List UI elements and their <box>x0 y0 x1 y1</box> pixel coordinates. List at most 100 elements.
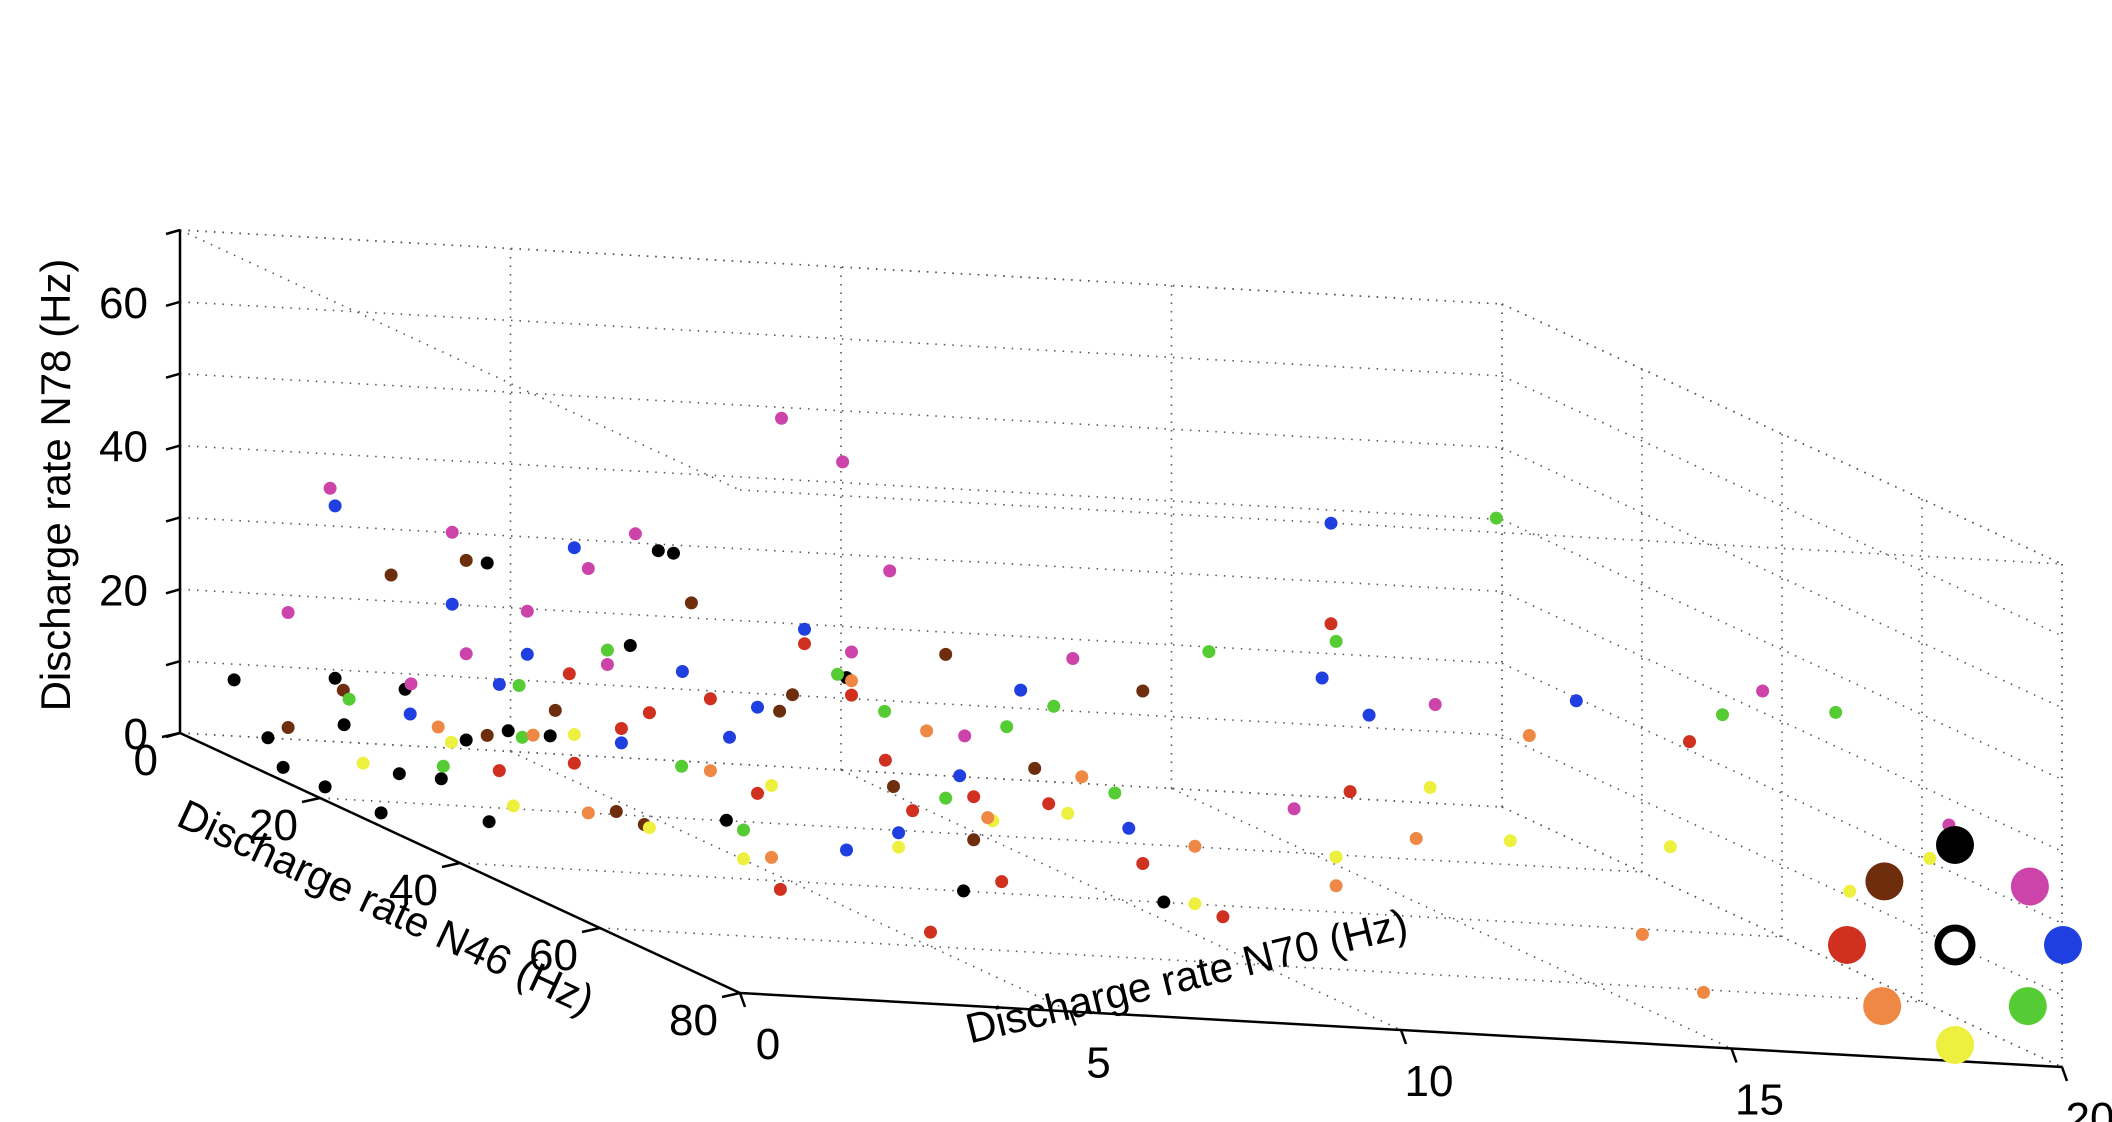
data-point <box>765 850 778 864</box>
data-point <box>995 875 1009 889</box>
data-point <box>374 806 388 820</box>
z-tick <box>165 588 181 595</box>
data-point <box>482 815 496 829</box>
data-point <box>492 677 506 691</box>
y-tick <box>1730 1048 1738 1063</box>
data-point <box>773 704 787 718</box>
x-tick <box>581 926 601 934</box>
data-point <box>459 733 473 747</box>
data-point <box>883 564 897 578</box>
data-point <box>281 721 295 734</box>
data-point <box>1042 797 1056 811</box>
data-point <box>703 692 717 706</box>
data-point <box>878 704 892 718</box>
data-point <box>1136 684 1150 698</box>
data-point <box>1188 897 1202 911</box>
legend-swatch-black <box>1936 826 1974 864</box>
data-point <box>600 658 614 671</box>
data-point <box>1047 699 1061 713</box>
data-point <box>567 541 581 555</box>
data-point <box>1075 770 1089 784</box>
data-point <box>1136 857 1150 870</box>
data-point <box>1329 634 1343 648</box>
data-point <box>906 804 920 818</box>
data-point <box>939 647 953 661</box>
x-tick <box>161 731 181 739</box>
data-point <box>356 756 370 770</box>
data-point <box>751 700 764 714</box>
data-point <box>1423 781 1437 794</box>
y-tick <box>2060 1066 2069 1082</box>
data-point <box>392 767 406 781</box>
z-tick-label: 40 <box>99 423 148 472</box>
data-point <box>1923 851 1937 865</box>
grid-line <box>179 588 1503 665</box>
data-point <box>1066 652 1080 665</box>
data-point <box>1663 840 1677 854</box>
data-point <box>480 556 494 570</box>
data-point <box>623 639 637 652</box>
data-point <box>1329 850 1343 864</box>
data-point <box>981 811 995 825</box>
data-point <box>924 925 937 939</box>
data-point <box>1122 821 1136 835</box>
data-point <box>1716 708 1729 722</box>
data-point <box>445 525 459 539</box>
data-point <box>1061 806 1075 820</box>
data-point <box>1428 698 1442 711</box>
data-point <box>786 688 799 702</box>
data-point <box>765 779 778 792</box>
data-point <box>434 772 448 786</box>
data-point <box>737 823 750 837</box>
data-point <box>1216 910 1230 924</box>
grid-line <box>1501 590 2063 853</box>
x-tick-label: 20 <box>249 801 298 850</box>
x-tick-label: 60 <box>529 931 578 980</box>
data-points <box>227 411 1956 999</box>
z-tick <box>165 444 181 451</box>
data-point <box>328 671 342 685</box>
legend-swatch-magenta <box>2010 867 2049 906</box>
data-point <box>1756 684 1770 698</box>
data-point <box>939 791 953 805</box>
data-point <box>614 722 628 735</box>
z-tick-label: 60 <box>99 279 148 328</box>
data-point <box>436 759 450 773</box>
data-point <box>459 553 473 567</box>
y-tick <box>1399 1029 1408 1045</box>
data-point <box>543 729 557 743</box>
grid-line <box>1501 446 2063 709</box>
z-tick-label: 20 <box>99 566 148 615</box>
data-point <box>1362 708 1376 722</box>
data-point <box>567 728 581 741</box>
z-axis-label: Discharge rate N78 (Hz) <box>32 259 79 712</box>
data-point <box>651 544 665 558</box>
data-point <box>445 597 459 611</box>
data-point <box>1324 516 1338 530</box>
data-point <box>404 677 418 691</box>
data-point <box>581 806 595 820</box>
data-point <box>675 759 689 773</box>
x-tick <box>721 991 741 999</box>
z-tick <box>165 659 181 667</box>
data-point <box>1315 671 1329 685</box>
data-point <box>1522 729 1536 742</box>
z-tick-label: 0 <box>124 710 148 759</box>
data-point <box>1014 683 1028 697</box>
data-point <box>1829 705 1843 719</box>
data-point <box>1000 720 1014 734</box>
data-point <box>1409 832 1423 845</box>
grid-line <box>1501 518 2063 781</box>
data-point <box>892 826 906 840</box>
data-point <box>384 568 398 582</box>
data-point <box>403 707 417 721</box>
data-point <box>520 604 534 618</box>
data-point <box>480 728 494 742</box>
z-tick <box>165 300 181 308</box>
legend-swatch-green <box>2008 987 2047 1026</box>
x-tick-label: 40 <box>389 866 438 915</box>
data-point <box>798 637 811 651</box>
grid-line <box>1501 303 2063 565</box>
grid-line <box>739 489 2063 565</box>
data-point <box>581 562 595 575</box>
